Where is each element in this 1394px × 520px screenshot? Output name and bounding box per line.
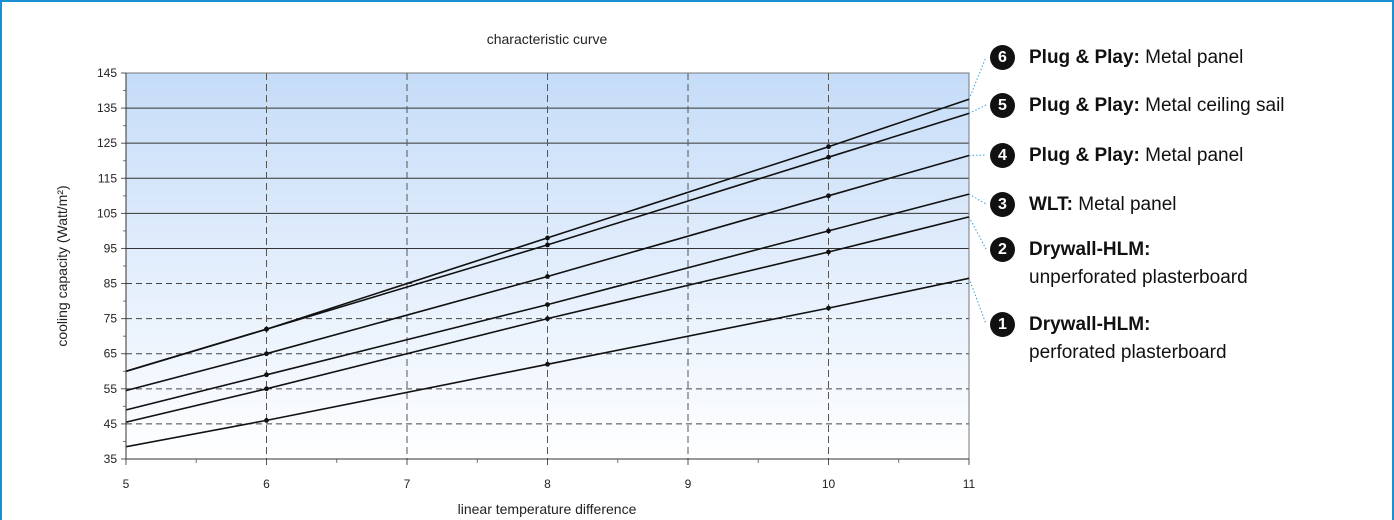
legend-series-description: Metal panel [1139,145,1244,166]
x-tick-label: 5 [123,477,130,491]
legend-series-description: Metal panel [1072,194,1177,215]
data-point [264,386,269,392]
legend-series-label: WLT: [1029,194,1073,215]
y-tick-label: 65 [104,347,118,361]
data-point [264,372,269,378]
legend-leader-line [968,154,987,156]
y-tick-label: 115 [98,171,117,185]
legend-series-label: Plug & Play: [1029,95,1140,116]
legend-leader-line [968,278,987,325]
x-tick-label: 11 [963,477,976,491]
y-tick-label: 85 [104,277,118,291]
y-tick-label: 35 [104,452,118,466]
legend-series-description: Metal ceiling sail [1139,95,1285,116]
legend-text: Drywall-HLM: perforated plasterboard [1029,314,1227,364]
legend-leader-line [968,104,987,114]
data-point [545,302,550,307]
data-point [545,242,550,248]
legend-text: Plug & Play: Metal panel [1029,47,1243,69]
legend-series-label: Plug & Play: [1029,47,1140,68]
x-axis-label: linear temperature difference [458,501,637,517]
legend-badge: 2 [990,237,1015,262]
legend-series-label: Drywall-HLM: [1029,314,1151,335]
y-tick-label: 95 [104,241,118,255]
data-point [264,326,269,332]
legend-text: Drywall-HLM: unperforated plasterboard [1029,239,1248,289]
data-point [826,305,831,311]
y-tick-label: 75 [104,312,118,326]
legend-text: WLT: Metal panel [1029,194,1176,216]
data-point [545,274,550,279]
y-tick-label: 135 [97,101,117,115]
series-group [125,98,970,448]
legend-badge: 3 [990,192,1015,217]
data-point [264,418,269,423]
y-tick-label: 45 [104,417,118,431]
legend-series-description: unperforated plasterboard [1029,267,1248,288]
y-tick-label: 55 [104,382,118,396]
legend-badge: 5 [990,93,1015,118]
legend-series-description: perforated plasterboard [1029,342,1227,363]
legend-leader-line [968,193,987,205]
y-tick-label: 145 [97,66,117,80]
data-point [545,361,550,367]
data-point [826,228,831,234]
chart-title: characteristic curve [487,31,608,47]
x-tick-label: 7 [404,477,411,491]
legend-badge: 4 [990,143,1015,168]
legend-badge: 1 [990,312,1015,337]
data-point [826,144,831,150]
x-tick-label: 8 [544,477,551,491]
y-axis-label: cooling capacity (Watt/m²) [54,185,70,346]
x-tick-label: 9 [685,477,692,491]
data-point [545,316,550,322]
legend-leader-line [968,216,987,250]
y-tick-label: 125 [97,136,117,150]
y-tick-label: 105 [97,206,117,220]
legend-leader-line [968,56,987,100]
x-tick-label: 10 [822,477,836,491]
data-point [264,351,269,357]
legend-leaders [968,56,987,325]
data-point [826,249,831,255]
legend-series-label: Plug & Play: [1029,145,1140,166]
data-point [826,154,831,160]
legend-series-label: Drywall-HLM: [1029,239,1151,260]
x-tick-label: 6 [263,477,270,491]
axes: 35 45 55 65 75 85 95 105 115 125 135 145 5 6 7 8 9 10 11 [97,66,976,491]
data-point [826,193,831,199]
legend-badge: 6 [990,45,1015,70]
legend-text: Plug & Play: Metal ceiling sail [1029,95,1285,117]
data-point [545,235,550,241]
legend-series-description: Metal panel [1139,47,1244,68]
legend-text: Plug & Play: Metal panel [1029,145,1243,167]
